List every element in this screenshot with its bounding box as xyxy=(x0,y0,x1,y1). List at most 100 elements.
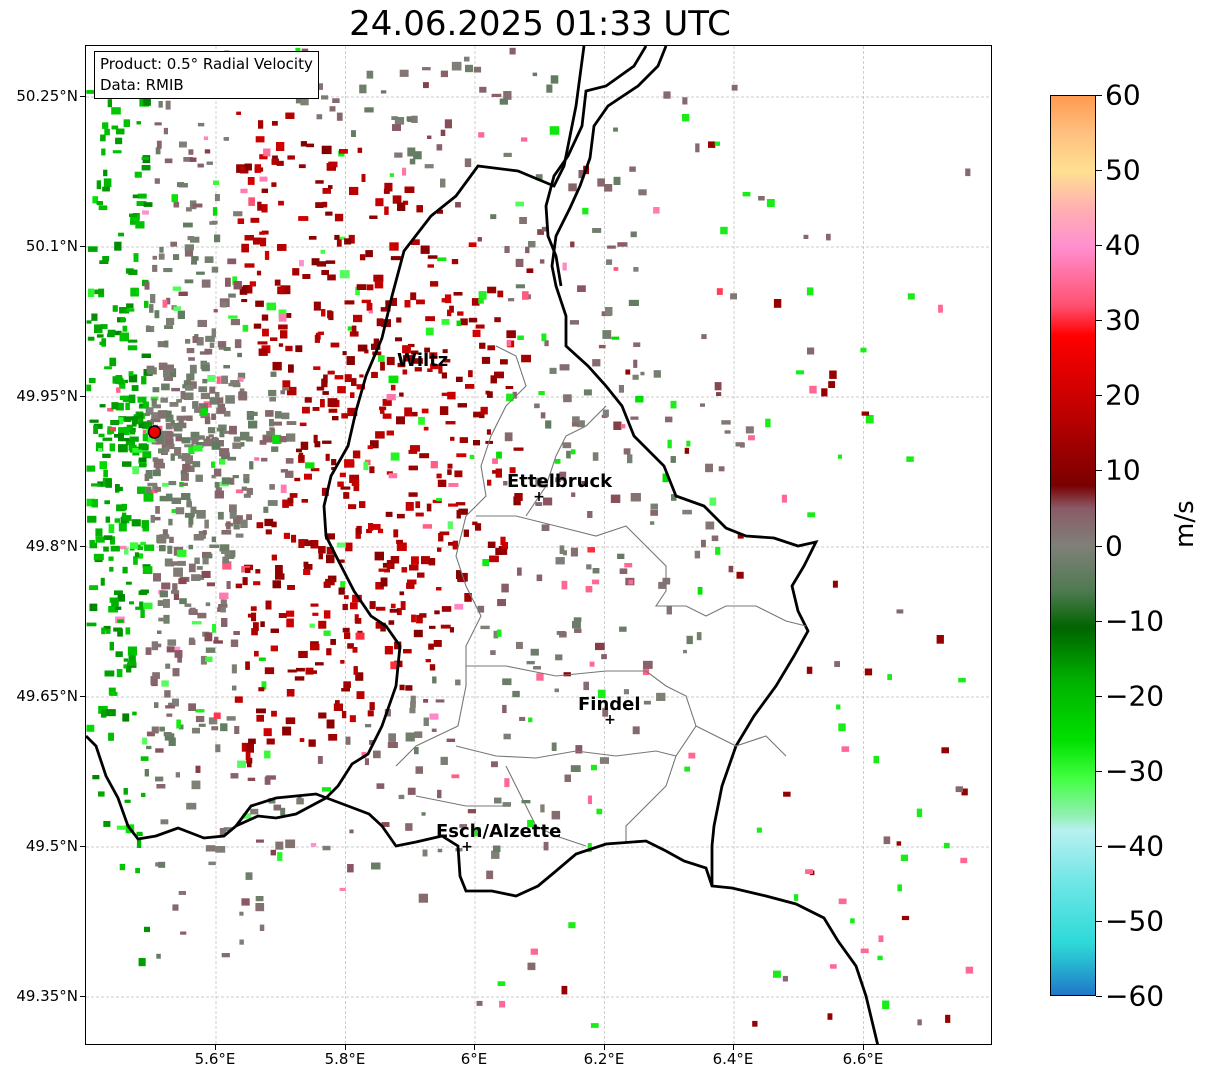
velocity-echo xyxy=(502,704,507,714)
velocity-echo xyxy=(86,724,95,732)
velocity-echo xyxy=(396,317,402,323)
velocity-echo xyxy=(299,260,304,267)
velocity-echo xyxy=(325,211,333,216)
velocity-echo xyxy=(361,299,371,304)
velocity-echo xyxy=(512,690,520,698)
velocity-echo xyxy=(264,518,274,527)
velocity-echo xyxy=(440,129,446,136)
velocity-echo xyxy=(272,121,278,126)
velocity-echo xyxy=(173,592,179,600)
colorbar-tick xyxy=(1096,470,1102,472)
lon-tick xyxy=(345,1045,346,1050)
velocity-echo xyxy=(277,244,287,251)
velocity-echo xyxy=(436,498,442,502)
velocity-echo xyxy=(400,601,406,610)
velocity-echo xyxy=(274,411,282,419)
velocity-echo xyxy=(128,269,138,275)
velocity-echo xyxy=(89,603,98,612)
velocity-echo xyxy=(116,504,126,512)
velocity-echo xyxy=(306,143,314,148)
velocity-echo xyxy=(341,688,350,692)
velocity-echo xyxy=(629,166,636,172)
velocity-echo xyxy=(715,546,721,555)
velocity-echo xyxy=(270,371,277,377)
velocity-echo xyxy=(481,356,491,364)
velocity-echo xyxy=(250,606,257,611)
velocity-echo xyxy=(184,444,194,448)
velocity-echo xyxy=(365,250,373,258)
velocity-echo xyxy=(280,285,291,295)
velocity-echo xyxy=(343,492,350,499)
velocity-echo xyxy=(212,207,218,216)
velocity-echo xyxy=(555,557,565,565)
velocity-echo xyxy=(283,532,290,539)
velocity-echo xyxy=(355,618,362,624)
velocity-echo xyxy=(347,643,354,649)
velocity-echo xyxy=(218,604,228,608)
velocity-echo xyxy=(146,407,154,414)
velocity-echo xyxy=(227,258,237,265)
velocity-echo xyxy=(633,267,639,272)
velocity-echo xyxy=(716,288,723,295)
velocity-echo xyxy=(589,661,595,667)
velocity-echo xyxy=(415,501,421,509)
velocity-echo xyxy=(241,299,248,303)
velocity-echo xyxy=(341,710,347,719)
velocity-echo xyxy=(269,419,274,427)
velocity-echo xyxy=(572,621,581,629)
velocity-echo xyxy=(349,186,359,195)
velocity-echo xyxy=(131,385,139,391)
velocity-echo xyxy=(423,699,429,703)
velocity-echo xyxy=(317,756,323,764)
velocity-echo xyxy=(111,598,119,607)
velocity-echo xyxy=(325,533,335,540)
velocity-echo xyxy=(116,669,123,678)
velocity-echo xyxy=(117,486,123,492)
velocity-echo xyxy=(154,702,159,708)
velocity-echo xyxy=(130,214,140,221)
velocity-echo xyxy=(117,594,125,602)
velocity-echo xyxy=(164,325,173,329)
radar-map[interactable] xyxy=(85,45,992,1045)
velocity-echo xyxy=(163,599,170,608)
velocity-echo xyxy=(241,243,249,253)
velocity-echo xyxy=(245,872,253,880)
velocity-echo xyxy=(330,639,336,645)
velocity-echo xyxy=(310,843,317,847)
velocity-echo xyxy=(334,234,340,240)
velocity-echo xyxy=(219,458,226,465)
velocity-echo xyxy=(254,164,262,173)
velocity-echo xyxy=(220,723,228,732)
velocity-echo xyxy=(195,474,203,482)
lat-label-49.5: 49.5°N xyxy=(25,837,78,855)
velocity-echo xyxy=(207,427,216,434)
velocity-echo xyxy=(407,579,417,585)
velocity-echo xyxy=(188,703,196,711)
velocity-echo xyxy=(423,426,429,431)
velocity-echo xyxy=(736,571,744,579)
velocity-echo xyxy=(386,560,395,569)
velocity-echo xyxy=(138,423,146,429)
velocity-echo xyxy=(225,277,231,287)
velocity-echo xyxy=(298,216,309,221)
velocity-echo xyxy=(402,200,409,205)
velocity-echo xyxy=(150,676,157,685)
velocity-echo xyxy=(619,626,627,632)
velocity-echo xyxy=(94,289,104,295)
velocity-echo xyxy=(151,726,159,734)
velocity-echo xyxy=(901,915,910,921)
velocity-echo xyxy=(359,254,366,261)
velocity-echo xyxy=(211,726,219,731)
velocity-echo xyxy=(696,632,702,641)
velocity-echo xyxy=(102,186,110,192)
velocity-echo xyxy=(456,376,463,382)
velocity-echo xyxy=(408,449,418,454)
velocity-echo xyxy=(303,561,309,567)
velocity-echo xyxy=(155,748,164,753)
velocity-echo xyxy=(459,824,468,828)
city-label-esch-alzette: Esch/Alzette xyxy=(436,821,562,842)
velocity-echo xyxy=(211,474,216,479)
velocity-echo xyxy=(384,568,390,573)
velocity-echo xyxy=(247,777,256,781)
velocity-echo xyxy=(700,403,705,407)
